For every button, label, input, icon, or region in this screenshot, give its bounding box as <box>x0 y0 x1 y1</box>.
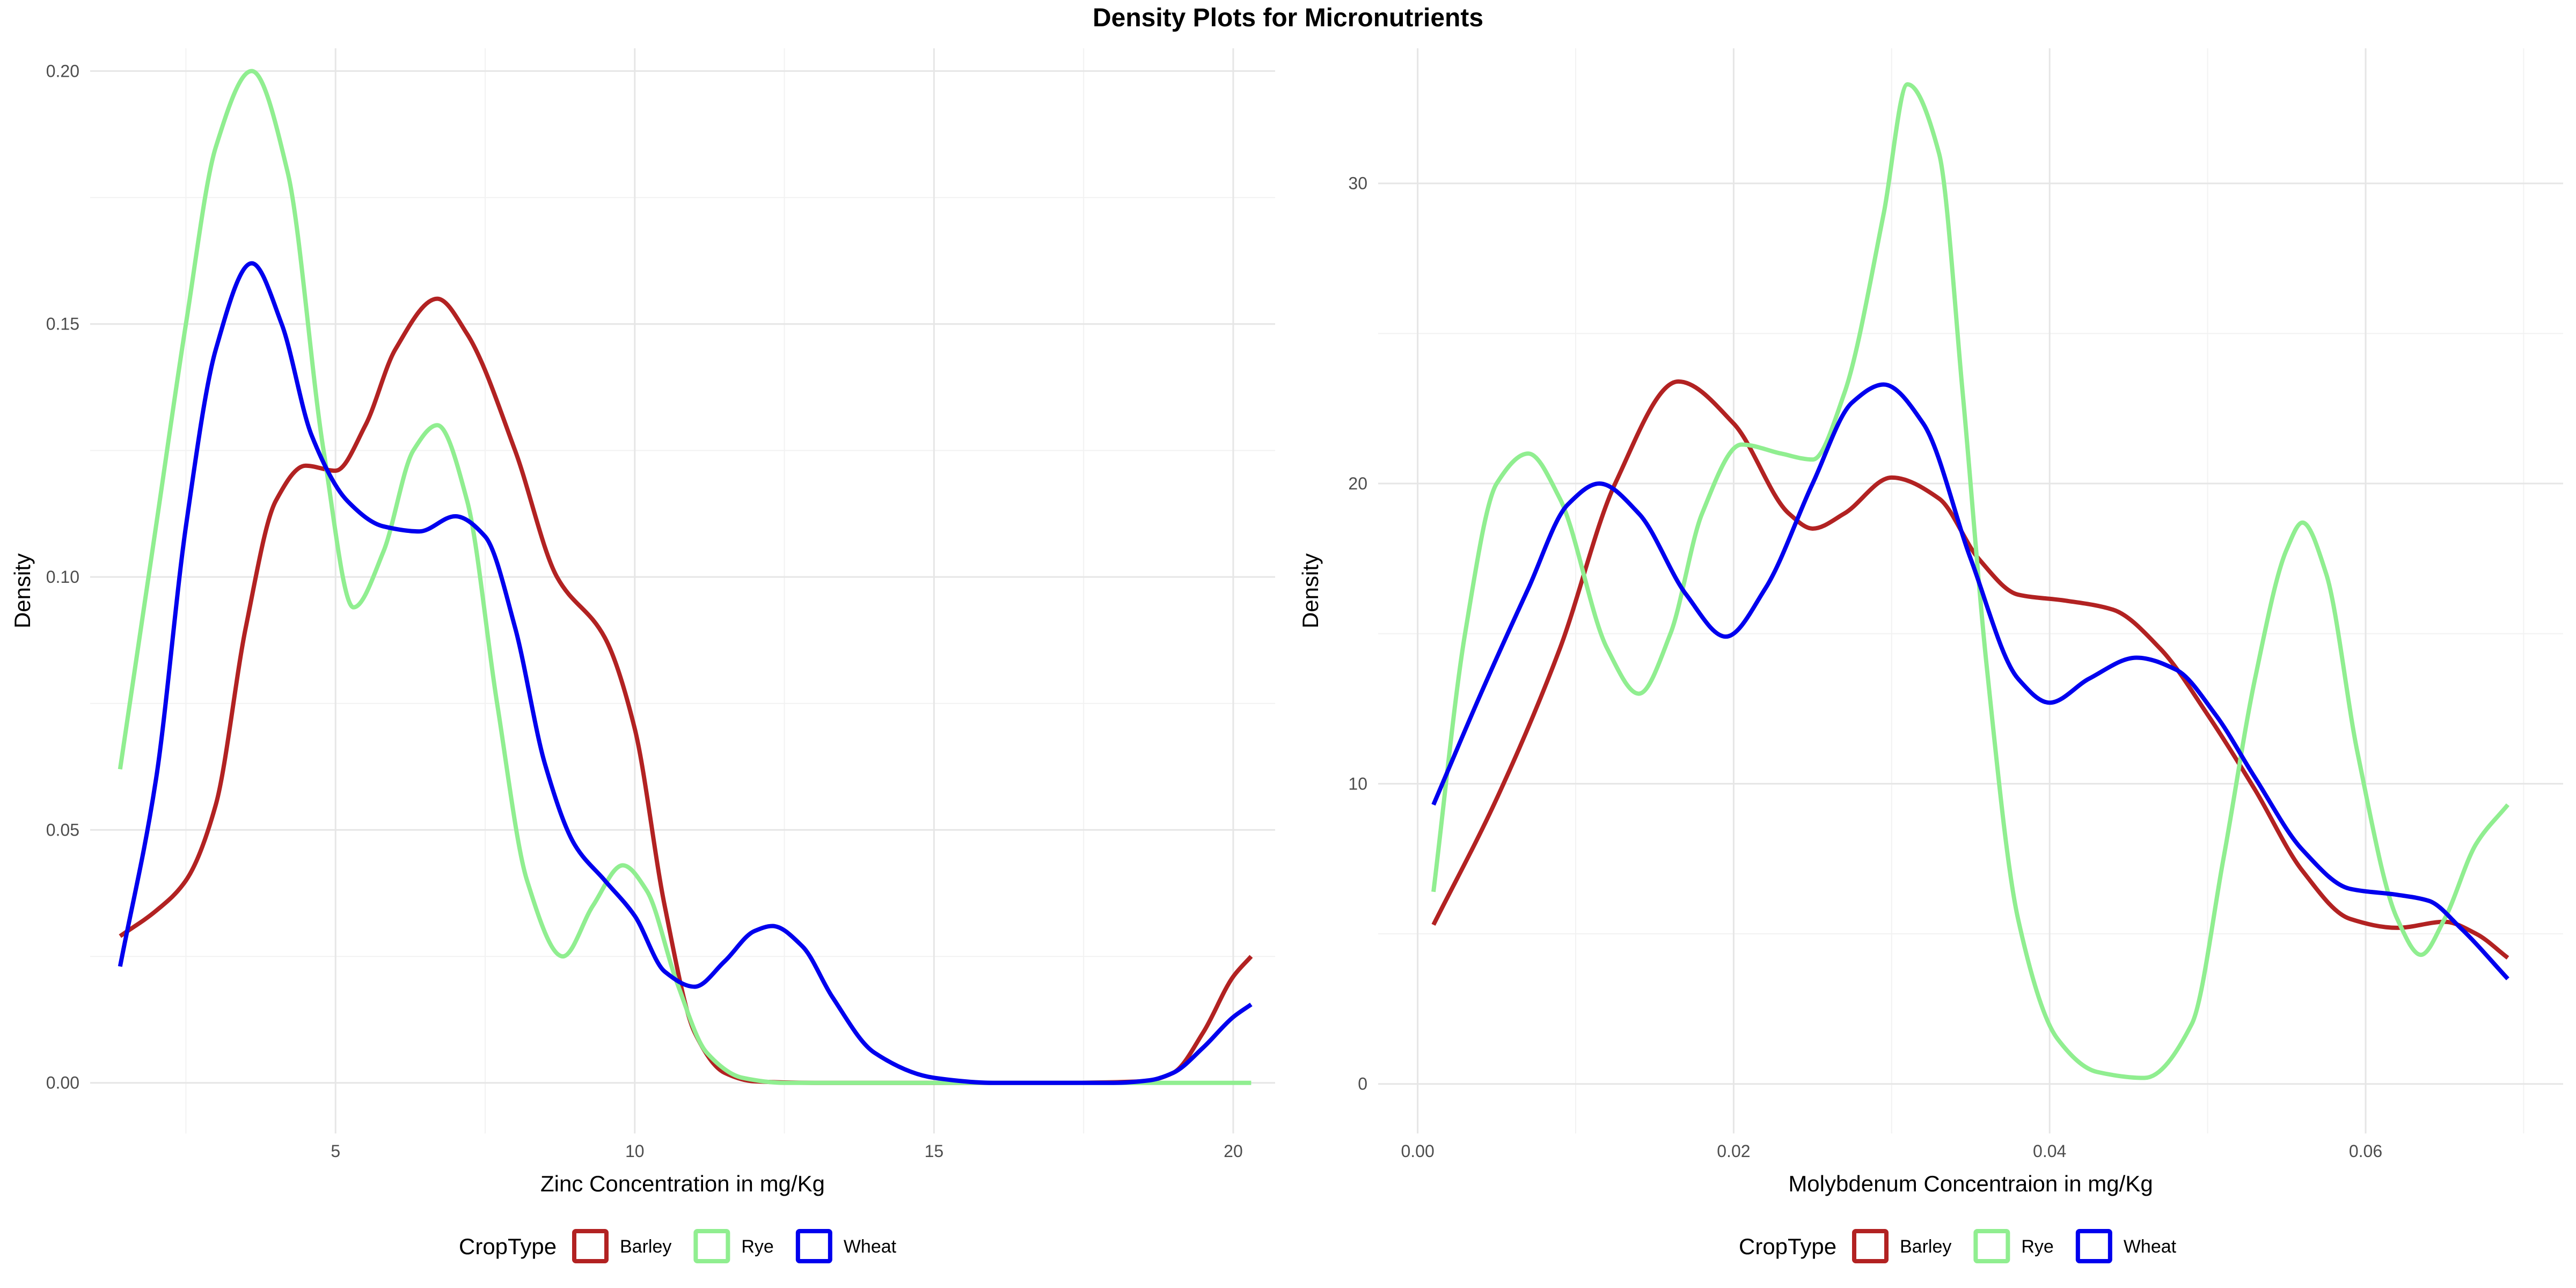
legend-label-wheat: Wheat <box>844 1236 897 1257</box>
y-axis-title: Density <box>10 553 35 628</box>
legend-label-barley: Barley <box>620 1236 671 1257</box>
y-axis-title: Density <box>1298 553 1323 628</box>
x-tick-label: 15 <box>925 1141 944 1161</box>
legend-key-barley <box>572 1229 609 1263</box>
legend: CropType Barley Rye Wheat <box>459 1229 897 1263</box>
density-line-rye <box>118 69 1252 1085</box>
x-tick-label: 5 <box>331 1141 340 1161</box>
legend-title: CropType <box>459 1234 557 1259</box>
legend-label-rye: Rye <box>741 1236 773 1257</box>
zinc-density-panel: 5 10 15 20 0.00 0.05 0.10 0.15 0.20 Zinc Concentr… <box>10 48 1275 1263</box>
x-tick-label: 0.04 <box>2033 1141 2066 1161</box>
y-tick-label: 0.20 <box>46 61 79 80</box>
legend-key-wheat <box>2075 1229 2112 1263</box>
legend-key-barley <box>1852 1229 1889 1263</box>
x-tick-label: 0.00 <box>1401 1141 1434 1161</box>
x-tick-label: 0.06 <box>2349 1141 2382 1161</box>
legend: CropType Barley Rye Wheat <box>1739 1229 2177 1263</box>
density-line-wheat <box>118 261 1253 1085</box>
legend-label-wheat: Wheat <box>2124 1236 2177 1257</box>
figure-title: Density Plots for Micronutrients <box>1092 4 1484 32</box>
x-tick-label: 10 <box>625 1141 645 1161</box>
y-tick-label: 0.10 <box>46 567 79 587</box>
density-line-barley <box>119 296 1253 1085</box>
legend-label-barley: Barley <box>1900 1236 1951 1257</box>
y-tick-label: 0.05 <box>46 820 79 839</box>
legend-title: CropType <box>1739 1234 1836 1259</box>
x-axis-title: Molybdenum Concentraion in mg/Kg <box>1788 1171 2153 1196</box>
y-tick-label: 0 <box>1358 1074 1367 1094</box>
density-line-wheat <box>1431 382 2509 980</box>
x-tick-label: 20 <box>1224 1141 1243 1161</box>
legend-key-wheat <box>795 1229 832 1263</box>
legend-key-rye <box>1973 1229 2010 1263</box>
legend-key-rye <box>693 1229 730 1263</box>
molybdenum-density-panel: 0.00 0.02 0.04 0.06 0 10 20 30 Molybdenum Concen… <box>1298 48 2563 1263</box>
x-axis-title: Zinc Concentration in mg/Kg <box>540 1171 825 1196</box>
y-tick-label: 30 <box>1348 174 1367 193</box>
density-line-rye <box>1431 82 2510 1080</box>
x-tick-label: 0.02 <box>1717 1141 1750 1161</box>
y-tick-label: 0.00 <box>46 1073 79 1093</box>
y-tick-label: 10 <box>1348 774 1367 793</box>
y-tick-label: 20 <box>1348 474 1367 493</box>
legend-label-rye: Rye <box>2021 1236 2053 1257</box>
y-tick-label: 0.15 <box>46 314 79 334</box>
